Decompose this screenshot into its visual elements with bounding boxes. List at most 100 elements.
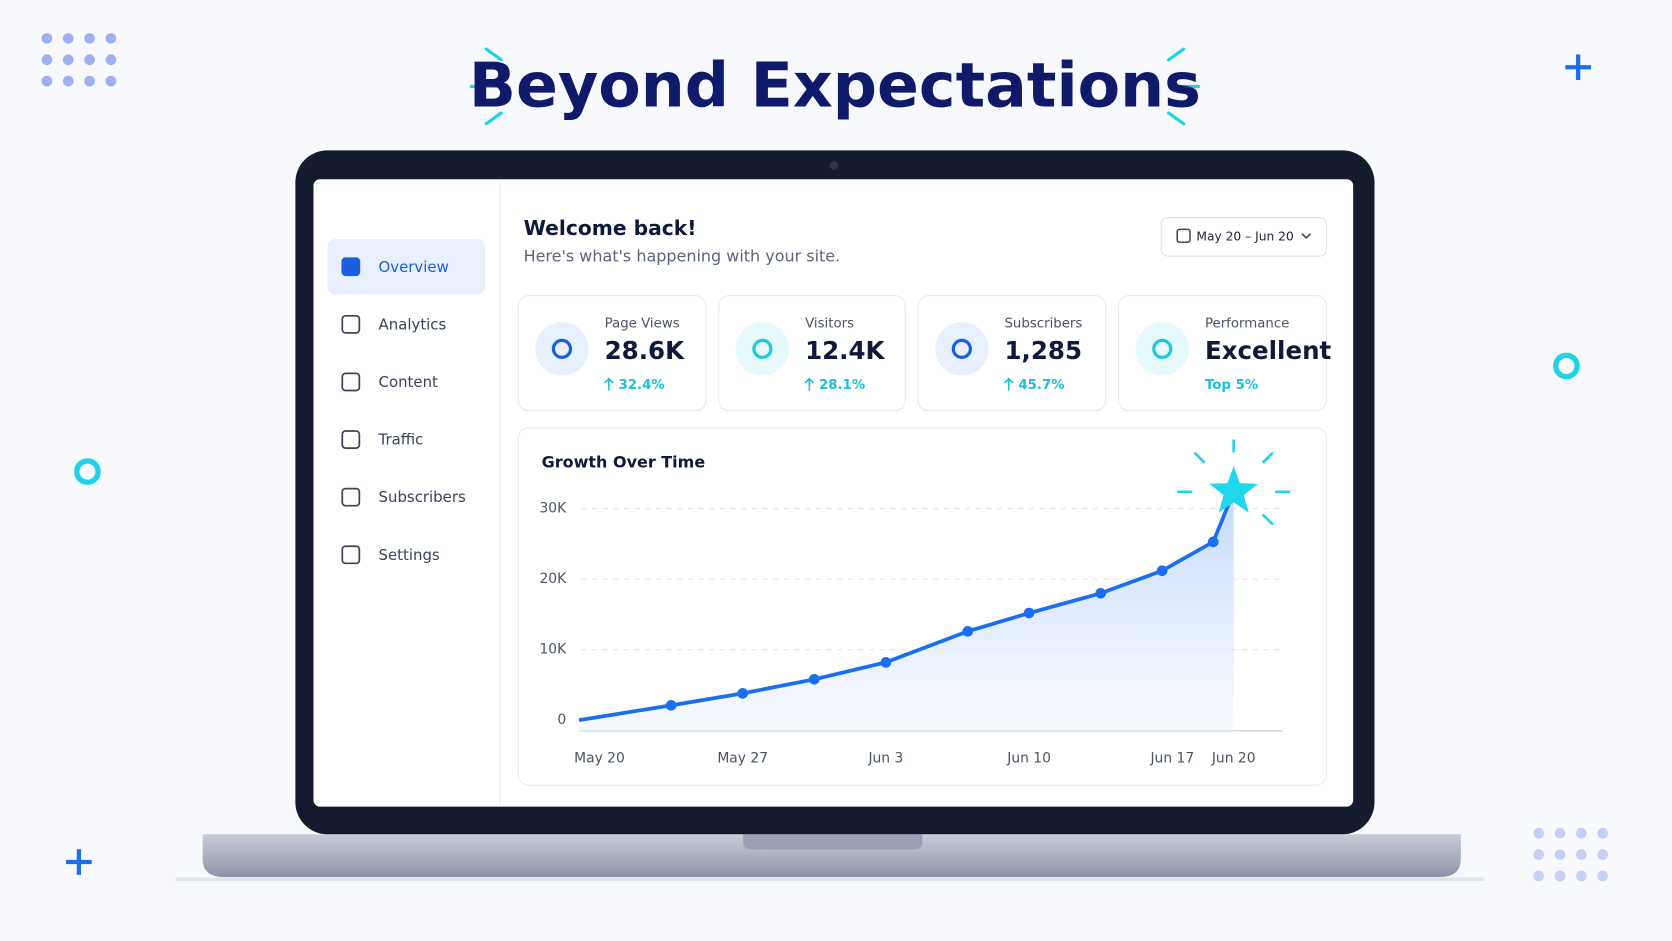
dot xyxy=(41,75,53,87)
nav-icon xyxy=(341,314,361,334)
dot xyxy=(41,54,53,66)
nav-icon xyxy=(341,257,361,277)
point xyxy=(1207,536,1219,548)
dot xyxy=(1554,849,1566,860)
nav-item[interactable]: Content xyxy=(379,373,438,391)
chevron xyxy=(1301,233,1312,240)
dot xyxy=(1576,849,1587,860)
stat-label: Page Views xyxy=(605,316,680,331)
stat-icon xyxy=(551,338,573,360)
x-tick-label: Jun 3 xyxy=(867,751,903,767)
stat-label: Visitors xyxy=(805,316,854,331)
dot xyxy=(1576,827,1587,839)
dot xyxy=(84,75,95,87)
sidebar: Overview Analytics Content Traffic Subscribe… xyxy=(341,257,466,565)
stat-icon xyxy=(1152,338,1173,360)
stat-icon-bg xyxy=(935,322,989,376)
point xyxy=(1095,587,1107,599)
up-arrow xyxy=(1003,377,1014,391)
point xyxy=(808,673,820,685)
dot xyxy=(62,33,74,44)
point xyxy=(962,626,974,637)
y-tick-label: 0 xyxy=(557,712,566,728)
x-tick-label: Jun 20 xyxy=(1211,751,1256,767)
stat-icon xyxy=(752,338,773,360)
dot xyxy=(1554,827,1566,839)
stat-value: 12.4K xyxy=(805,336,885,365)
chart-title: Growth Over Time xyxy=(542,453,706,472)
welcome-title: Welcome back! xyxy=(524,216,697,240)
stat-change: 45.7% xyxy=(1018,378,1064,393)
x-tick-label: May 20 xyxy=(574,751,625,767)
nav-icon xyxy=(341,545,361,565)
stat-icon xyxy=(951,338,972,360)
date-range[interactable]: May 20 – Jun 20 xyxy=(1196,229,1293,243)
dot xyxy=(41,33,53,44)
stat-value: Excellent xyxy=(1205,336,1332,365)
date-picker[interactable] xyxy=(1160,217,1328,257)
dot xyxy=(1533,827,1545,839)
up-arrow xyxy=(604,377,614,391)
stat-value: 28.6K xyxy=(605,336,685,365)
up-arrow xyxy=(804,377,815,391)
nav-item[interactable]: Traffic xyxy=(378,431,424,449)
dot xyxy=(84,33,95,44)
dot xyxy=(62,54,74,66)
x-tick-label: Jun 17 xyxy=(1149,751,1194,767)
decor-rings xyxy=(74,352,1580,485)
y-tick-label: 30K xyxy=(539,501,567,517)
x-tick-label: Jun 10 xyxy=(1006,751,1051,767)
title-sparks xyxy=(469,47,1201,126)
star-point xyxy=(1209,466,1259,513)
stat-icon-bg xyxy=(535,322,589,376)
point xyxy=(1023,607,1035,619)
x-tick-label: May 27 xyxy=(717,751,768,767)
nav-item[interactable]: Overview xyxy=(379,258,449,276)
stat-label: Performance xyxy=(1205,316,1289,331)
welcome-subtitle: Here's what's happening with your site. xyxy=(524,247,841,266)
dot xyxy=(1554,870,1566,882)
y-tick-label: 20K xyxy=(539,571,567,587)
dot xyxy=(1576,870,1587,882)
stat-icon-bg xyxy=(1135,322,1189,376)
decor-dots xyxy=(41,33,1609,882)
laptop-base xyxy=(202,834,1461,877)
stat-value: 1,285 xyxy=(1004,336,1082,365)
nav-icon xyxy=(341,430,361,449)
nav-icon xyxy=(341,487,361,507)
dot xyxy=(1597,827,1609,839)
stat-cards: Page Views 28.6K 32.4% Visitors 12.4K 28.1% Su… xyxy=(517,294,1332,412)
decor-plus xyxy=(66,54,1591,875)
stat-icon-bg xyxy=(735,322,790,376)
star-ray xyxy=(1193,452,1206,464)
dot xyxy=(1533,870,1545,882)
nav-icon xyxy=(341,372,361,392)
camera xyxy=(829,161,839,170)
dot xyxy=(84,54,95,66)
stat-label: Subscribers xyxy=(1004,316,1082,331)
chart: 0 10K 20K 30K May 20 May 27 Jun 3 Jun 10 Jun 17 J… xyxy=(539,439,1291,767)
dot xyxy=(105,54,117,66)
dot xyxy=(62,75,74,87)
point xyxy=(737,688,749,699)
stat-change: Top 5% xyxy=(1205,378,1258,393)
stat-change: 28.1% xyxy=(819,378,865,393)
dot xyxy=(105,75,117,87)
area xyxy=(579,491,1234,731)
page-title: Beyond Expectations xyxy=(469,50,1201,122)
star-ray xyxy=(1262,452,1274,464)
y-tick-label: 10K xyxy=(539,642,567,658)
dot xyxy=(1533,849,1545,860)
point xyxy=(1156,565,1168,577)
nav-item[interactable]: Analytics xyxy=(379,315,447,333)
dot xyxy=(1597,849,1609,860)
star-ray xyxy=(1262,513,1274,526)
active-nav-bg xyxy=(327,238,486,295)
point xyxy=(665,700,677,711)
dot xyxy=(105,33,117,44)
nav-item[interactable]: Settings xyxy=(379,546,440,564)
point xyxy=(880,657,892,668)
nav-item[interactable]: Subscribers xyxy=(379,488,466,506)
laptop-notch xyxy=(743,834,923,850)
